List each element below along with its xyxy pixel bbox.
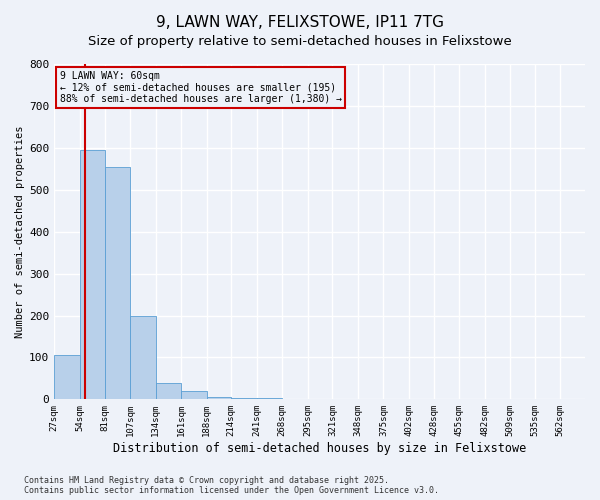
Bar [257,398,282,400]
Bar [231,398,257,400]
Text: Size of property relative to semi-detached houses in Felixstowe: Size of property relative to semi-detach… [88,35,512,48]
Bar [155,382,181,400]
Y-axis label: Number of semi-detached properties: Number of semi-detached properties [15,126,25,338]
Bar [54,356,80,400]
Text: 9, LAWN WAY, FELIXSTOWE, IP11 7TG: 9, LAWN WAY, FELIXSTOWE, IP11 7TG [156,15,444,30]
Bar [181,391,206,400]
Bar [80,150,106,400]
Bar [130,316,155,400]
Bar [206,397,231,400]
Text: Contains HM Land Registry data © Crown copyright and database right 2025.
Contai: Contains HM Land Registry data © Crown c… [24,476,439,495]
Text: 9 LAWN WAY: 60sqm
← 12% of semi-detached houses are smaller (195)
88% of semi-de: 9 LAWN WAY: 60sqm ← 12% of semi-detached… [59,70,341,104]
Bar [106,166,130,400]
X-axis label: Distribution of semi-detached houses by size in Felixstowe: Distribution of semi-detached houses by … [113,442,526,455]
